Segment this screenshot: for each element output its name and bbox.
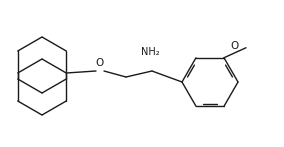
Text: NH₂: NH₂ xyxy=(141,47,159,57)
Text: O: O xyxy=(231,41,239,51)
Text: O: O xyxy=(96,58,104,68)
